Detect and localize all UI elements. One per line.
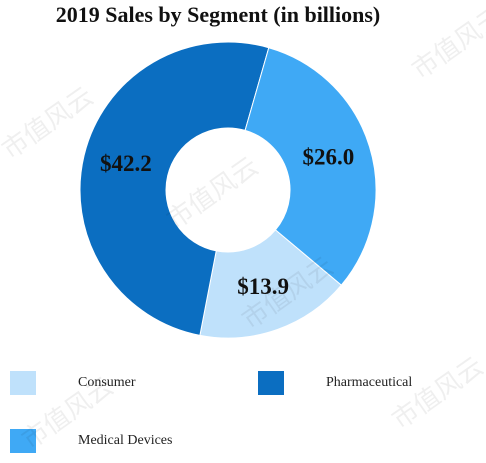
value-label: $42.2 (100, 151, 152, 176)
legend-label: Pharmaceutical (326, 375, 412, 390)
watermark: 市值风云 (162, 151, 264, 235)
legend-swatch (10, 371, 36, 395)
value-label: $13.9 (237, 274, 289, 299)
donut-segment (244, 47, 377, 286)
legend-label: Medical Devices (78, 433, 172, 448)
watermark: 市值风云 (407, 1, 486, 85)
donut-segment (79, 41, 270, 336)
value-label: $26.0 (303, 145, 355, 170)
donut-segment (199, 229, 343, 339)
legend-swatch (258, 371, 284, 395)
watermark: 市值风云 (387, 351, 486, 435)
legend-label: Consumer (78, 375, 136, 390)
legend-swatch (10, 429, 36, 453)
chart-title: 2019 Sales by Segment (in billions) (56, 2, 381, 27)
